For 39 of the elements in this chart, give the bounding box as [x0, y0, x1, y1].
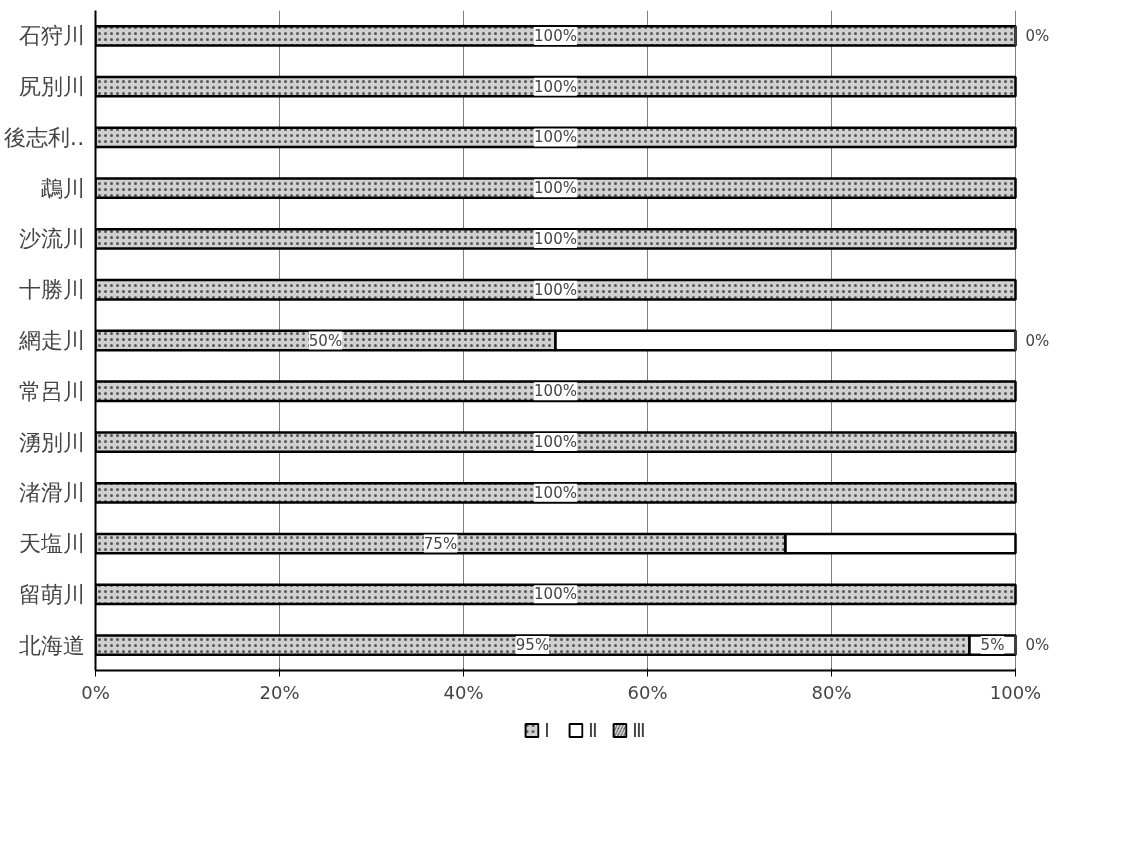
y-tick-label: 湧別川	[18, 429, 85, 455]
x-tick-label: 0%	[81, 681, 110, 703]
data-label: 50%	[308, 331, 343, 350]
data-label: 100%	[534, 382, 577, 401]
y-tick-label: 沙流川	[18, 226, 85, 252]
data-label: 100%	[534, 585, 577, 604]
data-label: 100%	[534, 26, 577, 45]
y-tick-label: 尻別川	[18, 74, 85, 100]
data-label: 100%	[534, 483, 577, 502]
data-label: 100%	[534, 179, 577, 198]
legend-label: Ⅲ	[632, 718, 647, 742]
data-label: 100%	[534, 229, 577, 248]
y-tick-label: 北海道	[18, 632, 85, 658]
data-label: 0%	[1025, 636, 1050, 655]
y-tick-label: 渚滑川	[18, 480, 85, 506]
y-tick-label: 鵡川	[40, 175, 85, 201]
data-label: 75%	[423, 534, 458, 553]
y-tick-label: 後志利‥	[3, 124, 85, 150]
y-tick-label: 石狩川	[18, 23, 85, 49]
y-tick-label: 網走川	[17, 328, 85, 353]
x-tick-label: 100%	[989, 681, 1042, 703]
data-label: 100%	[534, 128, 577, 147]
x-tick-label: 60%	[627, 681, 668, 703]
y-tick-label: 留萌川	[18, 581, 85, 607]
legend-label: Ⅰ	[544, 718, 551, 742]
data-label: 0%	[1025, 26, 1050, 45]
y-tick-label: 常呂川	[18, 378, 85, 404]
data-label: 100%	[534, 77, 577, 96]
data-label: 95%	[515, 636, 550, 655]
data-label: 0%	[1025, 331, 1050, 350]
data-label: 100%	[534, 433, 577, 452]
x-tick-label: 40%	[443, 681, 484, 703]
x-tick-label: 80%	[811, 681, 852, 703]
x-tick-label: 20%	[259, 681, 300, 703]
data-label: 5%	[980, 636, 1005, 655]
y-tick-label: 天塩川	[18, 531, 85, 557]
y-tick-label: 十勝川	[18, 277, 85, 303]
data-label: 100%	[534, 280, 577, 299]
legend-label: Ⅱ	[588, 718, 599, 742]
